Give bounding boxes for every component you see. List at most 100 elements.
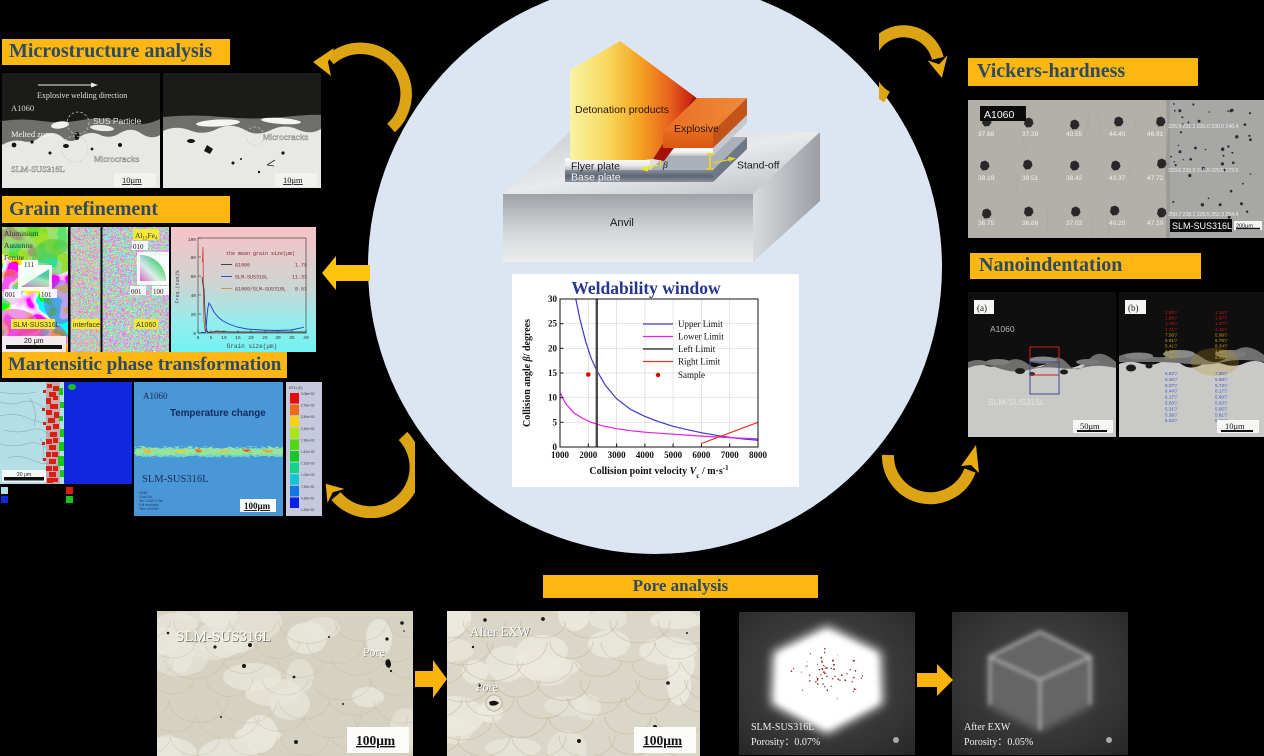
svg-text:Pore: Pore xyxy=(364,646,386,660)
svg-text:A1060: A1060 xyxy=(990,324,1015,334)
svg-text:8.95▽: 8.95▽ xyxy=(1165,349,1178,354)
svg-text:Austenite: Austenite xyxy=(4,241,33,250)
svg-text:SLM-SUS316L: SLM-SUS316L xyxy=(176,629,271,645)
svg-text:0: 0 xyxy=(553,442,558,452)
svg-text:After EXW: After EXW xyxy=(964,722,1011,733)
svg-text:1.97▽: 1.97▽ xyxy=(1215,316,1228,321)
svg-text:50μm: 50μm xyxy=(1080,421,1100,431)
svg-text:1.31e+02: 1.31e+02 xyxy=(301,462,315,466)
svg-text:44.40: 44.40 xyxy=(1109,131,1126,138)
svg-text:30: 30 xyxy=(275,335,281,341)
svg-text:Detonation products: Detonation products xyxy=(575,104,669,116)
svg-text:37.03: 37.03 xyxy=(1066,220,1083,227)
svg-text:39.51: 39.51 xyxy=(1022,175,1039,182)
svg-text:0.53: 0.53 xyxy=(295,287,307,293)
svg-text:Weldability window: Weldability window xyxy=(571,278,721,298)
svg-text:the mean grain size(μm): the mean grain size(μm) xyxy=(226,251,295,257)
svg-text:5.36▽: 5.36▽ xyxy=(1165,377,1178,382)
svg-text:0: 0 xyxy=(197,335,200,341)
svg-text:0: 0 xyxy=(193,331,196,337)
svg-text:Lower Limit: Lower Limit xyxy=(678,332,724,342)
svg-text:10: 10 xyxy=(221,335,227,341)
svg-text:5.91▽: 5.91▽ xyxy=(1165,338,1178,343)
svg-text:1000: 1000 xyxy=(551,450,570,460)
svg-text:Temperature change: Temperature change xyxy=(170,408,266,419)
svg-text:35: 35 xyxy=(289,335,295,341)
svg-text:15: 15 xyxy=(548,368,558,378)
svg-text:5: 5 xyxy=(210,335,213,341)
svg-text:Al13Fe4: Al13Fe4 xyxy=(135,231,158,242)
svg-text:1.98▽: 1.98▽ xyxy=(1165,316,1178,321)
svg-text:Pore: Pore xyxy=(477,681,499,695)
svg-text:2.49e+02: 2.49e+02 xyxy=(301,415,315,419)
svg-text:36.66: 36.66 xyxy=(1022,220,1039,227)
svg-text:1.79: 1.79 xyxy=(295,263,307,269)
svg-text:(a): (a) xyxy=(977,303,987,313)
svg-text:Porosity：0.05%: Porosity：0.05% xyxy=(964,737,1033,748)
svg-text:37.39: 37.39 xyxy=(1022,131,1039,138)
svg-text:37.88: 37.88 xyxy=(978,131,995,138)
svg-text:7.56▽: 7.56▽ xyxy=(1165,332,1178,337)
svg-text:47.10: 47.10 xyxy=(1147,220,1164,227)
svg-text:4.95▽: 4.95▽ xyxy=(1165,355,1178,360)
svg-text:Pore: Pore xyxy=(476,680,498,694)
svg-text:Porosity：0.07%: Porosity：0.07% xyxy=(751,737,820,748)
svg-text:Right Limit: Right Limit xyxy=(678,357,721,367)
svg-text:Flyer plate: Flyer plate xyxy=(571,161,620,173)
svg-text:25: 25 xyxy=(262,335,268,341)
svg-text:6.17▽: 6.17▽ xyxy=(1215,389,1228,394)
svg-text:10μm: 10μm xyxy=(1225,421,1245,431)
svg-text:Var: CAGE 975e: Var: CAGE 975e xyxy=(139,499,163,503)
svg-text:8000: 8000 xyxy=(749,450,768,460)
svg-text:233.6 232.9 215.9 220.5 173.6: 233.6 232.9 215.9 220.5 173.6 xyxy=(1168,168,1238,174)
svg-text:6000: 6000 xyxy=(692,450,711,460)
svg-text:11.33: 11.33 xyxy=(292,275,307,281)
svg-text:20 μm: 20 μm xyxy=(17,472,31,478)
svg-text:5.31▽: 5.31▽ xyxy=(1165,406,1178,411)
svg-text:111: 111 xyxy=(24,261,34,269)
svg-text:After EXW: After EXW xyxy=(470,624,531,639)
svg-text:38.19: 38.19 xyxy=(978,175,995,182)
svg-text:6.07▽: 6.07▽ xyxy=(1165,383,1178,388)
svg-text:NT11 (K): NT11 (K) xyxy=(289,386,303,390)
svg-text:interface: interface xyxy=(73,322,100,329)
svg-text:1.16▽: 1.16▽ xyxy=(1215,310,1228,315)
svg-text:25: 25 xyxy=(548,319,558,329)
svg-text:43.37: 43.37 xyxy=(1109,175,1126,182)
svg-text:5.64▽: 5.64▽ xyxy=(1165,418,1178,423)
svg-text:010: 010 xyxy=(133,243,144,251)
svg-text:200μm: 200μm xyxy=(1236,224,1253,230)
svg-text:SLM-SUS316L: SLM-SUS316L xyxy=(13,322,60,329)
svg-text:1.71▽: 1.71▽ xyxy=(1165,327,1178,332)
svg-text:1.15▽: 1.15▽ xyxy=(1215,327,1228,332)
svg-text:5.39▽: 5.39▽ xyxy=(1165,412,1178,417)
svg-text:001: 001 xyxy=(5,291,16,299)
svg-text:Freq.(num)%: Freq.(num)% xyxy=(175,270,181,303)
svg-text:1.30e+01: 1.30e+01 xyxy=(301,508,315,512)
svg-text:Base plate: Base plate xyxy=(571,172,621,184)
svg-text:5.99▽: 5.99▽ xyxy=(1215,332,1228,337)
svg-text:100μm: 100μm xyxy=(244,501,271,511)
svg-text:36.75: 36.75 xyxy=(978,220,995,227)
svg-text:10μm: 10μm xyxy=(283,175,303,185)
svg-text:Full resolution: Full resolution xyxy=(139,503,159,507)
svg-text:226.9 231.1 235.0 230.0 246.4: 226.9 231.1 235.0 230.0 246.4 xyxy=(1168,124,1239,130)
svg-text:5.63▽: 5.63▽ xyxy=(1215,401,1228,406)
svg-text:1.90e+02: 1.90e+02 xyxy=(301,438,315,442)
svg-text:SLM-SUS316L: SLM-SUS316L xyxy=(988,397,1045,407)
svg-text:20: 20 xyxy=(548,343,558,353)
svg-text:6.79▽: 6.79▽ xyxy=(1215,338,1228,343)
svg-text:1.27▽: 1.27▽ xyxy=(1215,321,1228,326)
svg-text:40: 40 xyxy=(303,335,309,341)
svg-text:4.25e+01: 4.25e+01 xyxy=(301,496,315,500)
svg-text:A1060: A1060 xyxy=(984,109,1015,121)
svg-text:1.02e+02: 1.02e+02 xyxy=(301,473,315,477)
svg-text:SUS Particle: SUS Particle xyxy=(93,116,141,126)
svg-text:Explosive: Explosive xyxy=(674,123,719,135)
svg-text:Anvil: Anvil xyxy=(610,217,634,229)
svg-text:Pore: Pore xyxy=(363,645,385,659)
svg-text:SLM-SUS316L: SLM-SUS316L xyxy=(235,275,268,281)
svg-text:2.79e+02: 2.79e+02 xyxy=(301,404,315,408)
svg-text:SLM-SUS316L: SLM-SUS316L xyxy=(177,630,272,646)
svg-text:100: 100 xyxy=(153,288,164,296)
